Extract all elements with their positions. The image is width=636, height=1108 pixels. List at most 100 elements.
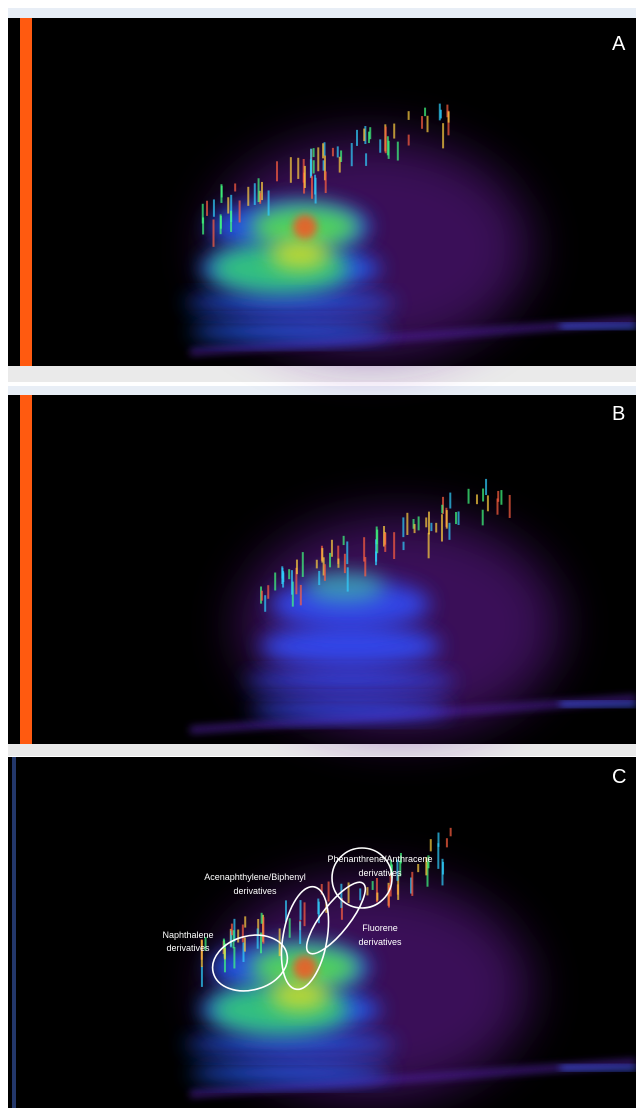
heatmap-blob [321, 548, 323, 563]
heatmap-blob [318, 571, 320, 585]
heatmap-blob [384, 533, 386, 552]
heatmap-blob [509, 495, 511, 518]
heatmap-blob [325, 171, 327, 193]
heatmap-blob [270, 240, 330, 270]
heatmap-blob [324, 564, 326, 581]
heatmap-blob [344, 554, 346, 573]
heatmap-blob [237, 929, 239, 942]
heatmap-blob [440, 110, 442, 119]
heatmap-blob [500, 490, 502, 505]
heatmap-blob [340, 884, 342, 908]
annotation: Naphthalene [162, 930, 213, 940]
heatmap-blob [449, 493, 451, 509]
heatmap-blob [337, 146, 339, 157]
heatmap-blob [359, 888, 361, 900]
title-bar [8, 8, 636, 18]
heatmap-blob [388, 141, 390, 159]
heatmap-blob [244, 938, 246, 952]
heatmap-blob [230, 211, 232, 232]
heatmap-blob [313, 148, 315, 157]
heatmap-blob [448, 112, 450, 123]
heatmap-blob [497, 491, 499, 502]
heatmap-blob [185, 293, 395, 313]
heatmap-blob [427, 116, 429, 132]
panel-label: C [612, 766, 626, 788]
heatmap-blob [190, 321, 390, 341]
heatmap-blob [385, 127, 387, 154]
heatmap-blob [482, 489, 484, 502]
heatmap-blob [244, 916, 246, 927]
heatmap-blob [299, 921, 301, 944]
heatmap-blob [239, 200, 241, 222]
heatmap-blob [363, 129, 365, 141]
heatmap-blob [311, 176, 313, 198]
heatmap-blob [379, 139, 381, 152]
heatmap-blob [365, 153, 367, 166]
heatmap-blob [351, 143, 353, 166]
heatmap-blob [213, 199, 215, 216]
heatmap-blob [206, 201, 208, 216]
title-bar [8, 386, 636, 395]
status-bar [8, 366, 636, 382]
heatmap-blob [428, 533, 430, 558]
heatmap-blob [260, 624, 440, 668]
heatmap-blob [458, 511, 460, 525]
heatmap-blob [476, 494, 478, 504]
heatmap-blob [446, 838, 448, 847]
heatmap-blob [282, 572, 284, 582]
annotation: derivatives [358, 937, 402, 947]
heatmap-blob [288, 569, 290, 579]
heatmap-blob [406, 513, 408, 535]
heatmap-blob [339, 157, 341, 173]
heatmap-blob [290, 157, 292, 183]
heatmap-blob [221, 186, 223, 198]
heatmap-blob [274, 573, 276, 591]
heatmap-blob [300, 585, 302, 605]
heatmap-blob [328, 882, 330, 902]
heatmap-blob [332, 148, 334, 156]
heatmap-blob [437, 843, 439, 869]
heatmap-blob [245, 671, 455, 691]
heatmap-blob [300, 900, 302, 920]
heatmap-blob [441, 505, 443, 514]
heatmap-blob [313, 160, 315, 173]
heatmap-blob [560, 324, 636, 328]
heatmap-blob [276, 161, 278, 181]
heatmap-blob [482, 510, 484, 526]
heatmap-blob [414, 524, 416, 533]
heatmap-blob [12, 757, 16, 1108]
heatmap-blob [231, 924, 233, 936]
heatmap-blob [224, 948, 226, 959]
heatmap-blob [262, 917, 264, 943]
heatmap-blob [261, 591, 263, 601]
heatmap-blob [424, 108, 426, 116]
annotation: Fluorene [362, 923, 398, 933]
heatmap-blob [234, 183, 236, 191]
heatmap-blob [185, 1035, 395, 1055]
heatmap-blob [347, 567, 349, 591]
heatmap-blob [363, 537, 365, 561]
status-bar [8, 744, 636, 756]
annotation: derivatives [233, 886, 277, 896]
heatmap-blob [437, 833, 439, 847]
heatmap-blob [455, 512, 457, 524]
heatmap-blob [560, 702, 636, 706]
heatmap-blob [315, 178, 317, 204]
heatmap-blob [264, 595, 266, 612]
heatmap-blob [258, 178, 260, 202]
heatmap-blob [268, 190, 270, 215]
heatmap-blob [428, 512, 430, 535]
heatmap-blob [261, 913, 263, 924]
heatmap-blob [442, 123, 444, 148]
heatmap-blob [442, 862, 444, 875]
heatmap-blob [297, 158, 299, 179]
figure: A B C Phenanthrene/Anthracene derivative… [0, 0, 636, 1108]
panel-label: B [612, 403, 625, 425]
heatmap-blob [403, 542, 405, 550]
heatmap-blob [337, 559, 339, 568]
panel-label: A [612, 33, 626, 55]
heatmap-blob [421, 116, 423, 129]
annotation: derivatives [358, 868, 402, 878]
heatmap-blob [450, 828, 452, 836]
heatmap-blob [291, 570, 293, 595]
